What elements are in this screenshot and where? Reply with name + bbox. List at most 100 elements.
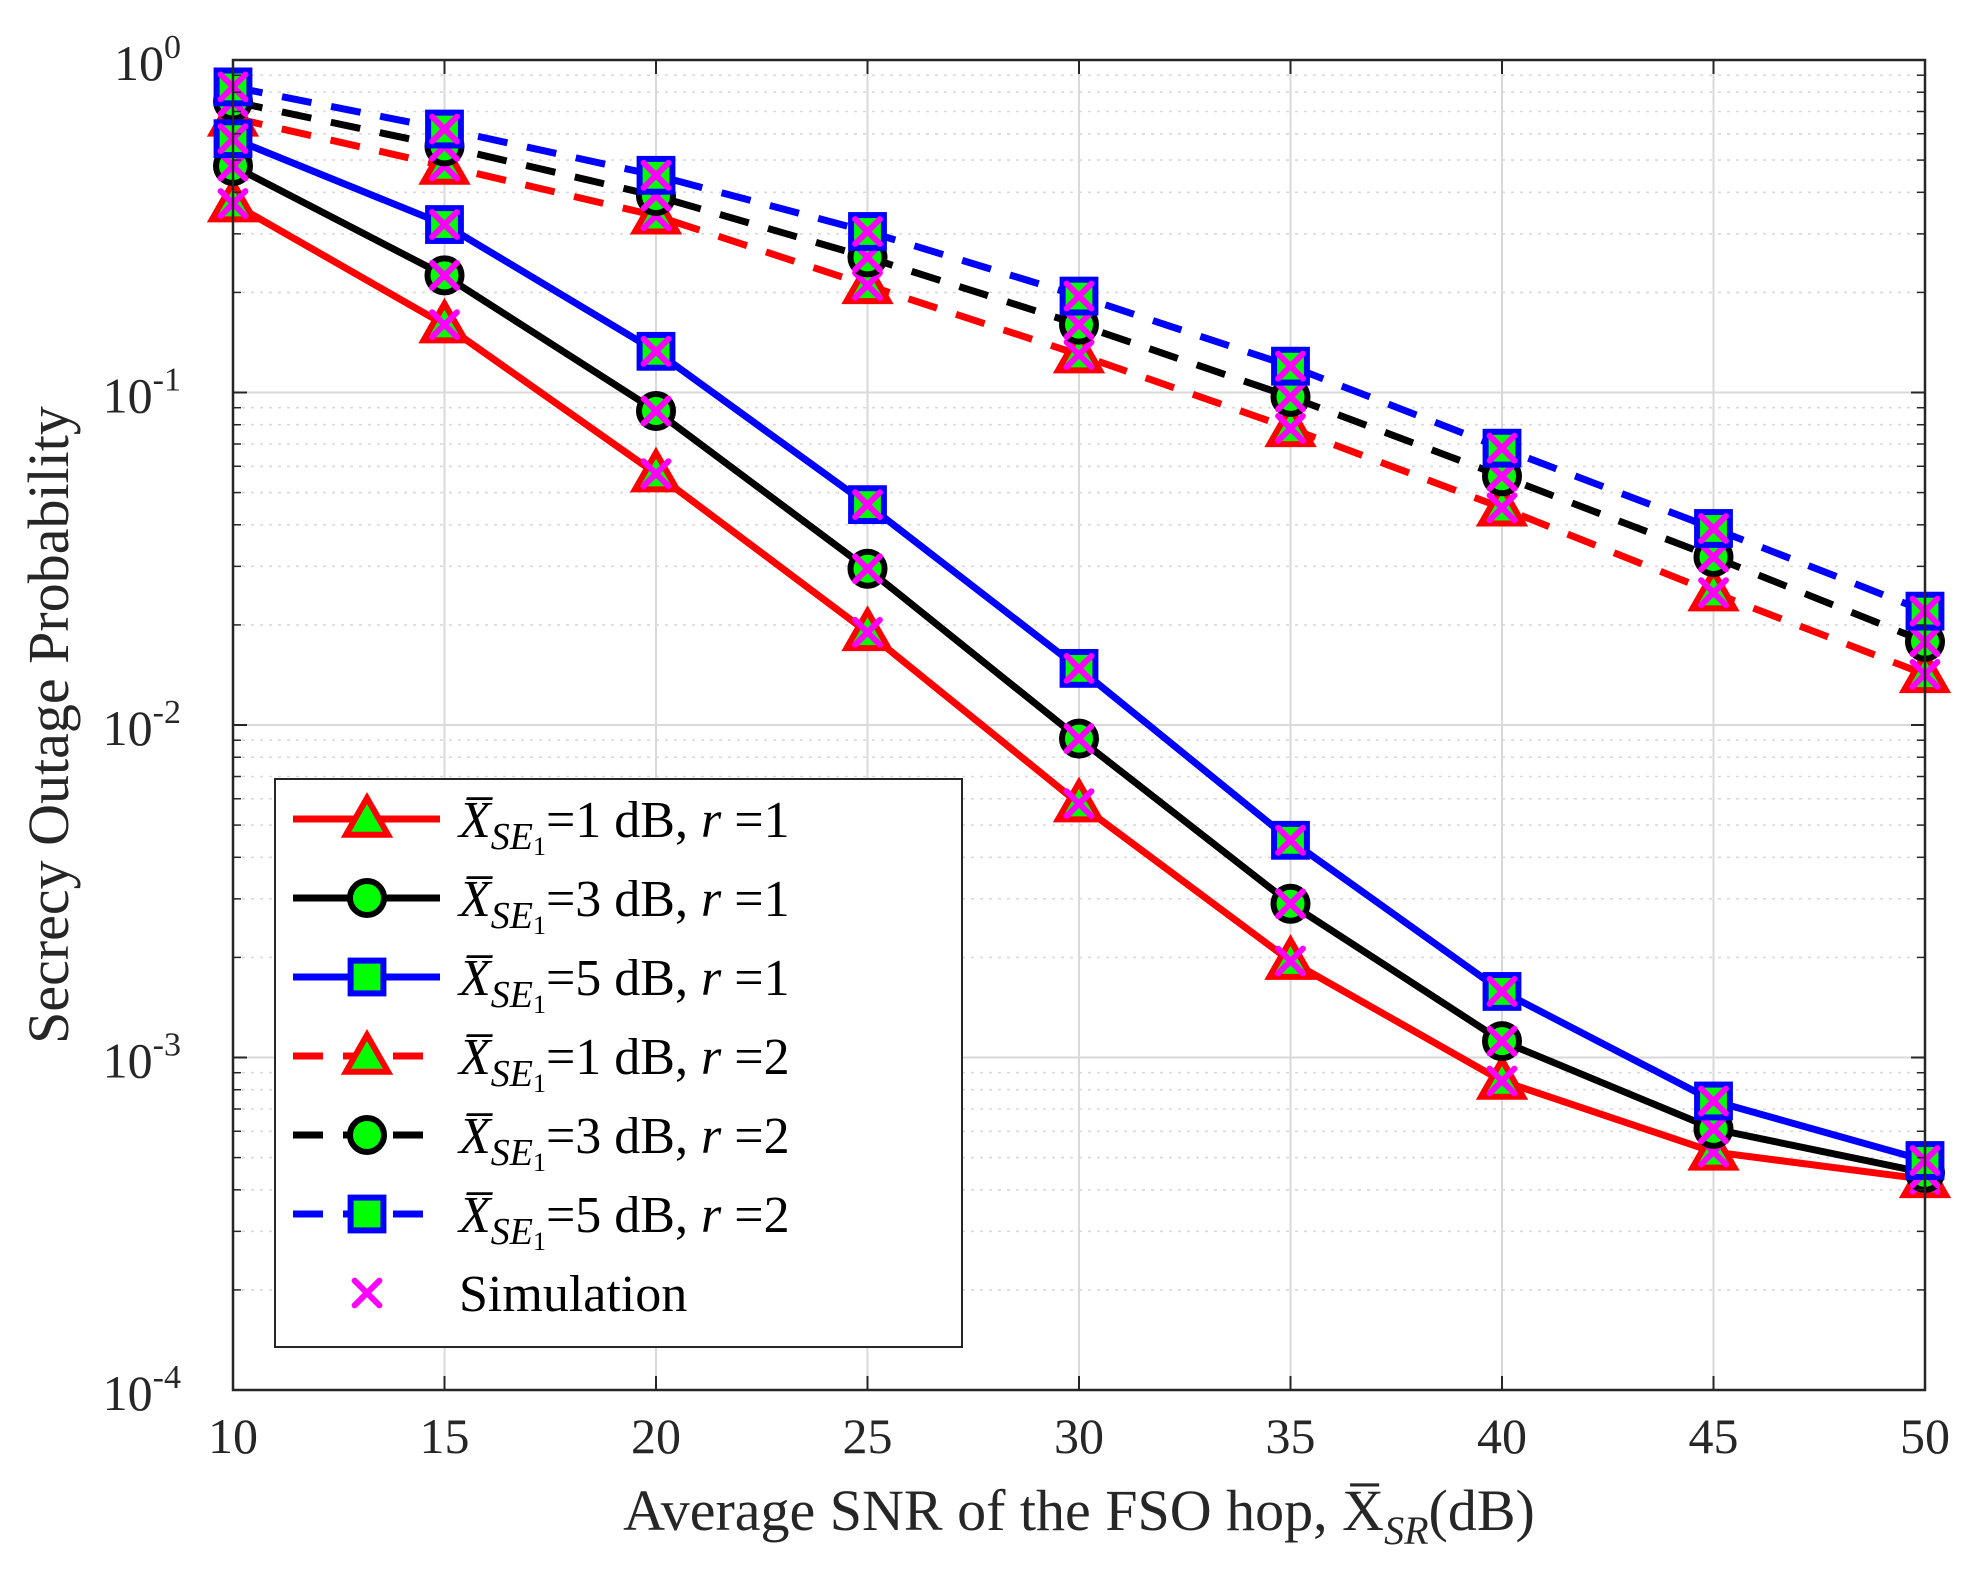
simulation-point bbox=[1275, 888, 1306, 920]
simulation-point bbox=[429, 309, 460, 341]
simulation-point bbox=[1063, 723, 1095, 755]
simulation-point bbox=[429, 209, 460, 240]
y-tick-label: 100 bbox=[114, 29, 181, 91]
x-tick-label: 45 bbox=[1689, 1408, 1739, 1464]
series-group bbox=[206, 67, 1952, 1199]
simulation-x-stroke bbox=[1275, 888, 1306, 920]
x-tick-label: 30 bbox=[1054, 1408, 1104, 1464]
simulation-point bbox=[852, 269, 883, 301]
legend-item-4: X̅SE1=1 dB, r =2 bbox=[293, 1028, 790, 1098]
simulation-x-stroke bbox=[640, 159, 672, 191]
simulation-x-stroke bbox=[429, 259, 460, 291]
legend-item-5: X̅SE1=3 dB, r =2 bbox=[293, 1108, 790, 1177]
simulation-x-stroke bbox=[1486, 492, 1518, 524]
legend-item-1: X̅SE1=1 dB, r =1 bbox=[293, 791, 790, 861]
legend-marker-circle bbox=[347, 878, 387, 918]
simulation-x-stroke bbox=[1698, 1085, 1729, 1117]
x-tick-label: 25 bbox=[843, 1408, 893, 1464]
x-tick-label: 10 bbox=[208, 1408, 258, 1464]
simulation-x-stroke bbox=[1275, 412, 1306, 444]
legend-item-6: X̅SE1=5 dB, r =2 bbox=[293, 1187, 790, 1256]
simulation-x-stroke bbox=[429, 113, 460, 145]
simulation-x-stroke bbox=[1063, 339, 1095, 371]
y-axis-label: Secrecy Outage Probability bbox=[16, 406, 81, 1044]
simulation-point bbox=[1275, 381, 1306, 413]
simulation-x-stroke bbox=[1486, 976, 1518, 1007]
legend: X̅SE1=1 dB, r =1 X̅SE1=3 dB, r =1 X̅SE1=5 … bbox=[274, 778, 963, 1348]
simulation-x-stroke bbox=[1486, 1065, 1518, 1097]
legend-item-3: X̅SE1=5 dB, r =1 bbox=[293, 950, 790, 1019]
legend-marker-triangle bbox=[340, 1028, 394, 1075]
simulation-point bbox=[1698, 577, 1729, 609]
simulation-point bbox=[640, 458, 672, 490]
simulation-x-stroke bbox=[1063, 723, 1095, 755]
simulation-point bbox=[1275, 824, 1306, 856]
simulation-x-stroke bbox=[1275, 350, 1306, 382]
simulation-x-stroke bbox=[852, 553, 883, 585]
legend-item-2: X̅SE1=3 dB, r =1 bbox=[293, 871, 790, 940]
legend-box bbox=[274, 778, 963, 1348]
simulation-point bbox=[1063, 652, 1095, 684]
simulation-x-stroke bbox=[640, 335, 672, 367]
simulation-x-stroke bbox=[1275, 381, 1306, 413]
simulation-point bbox=[1063, 788, 1095, 820]
series-2 bbox=[213, 145, 1945, 1193]
simulation-x-stroke bbox=[1486, 460, 1518, 492]
simulation-x-stroke bbox=[1698, 541, 1729, 573]
x-tick-label: 35 bbox=[1266, 1408, 1316, 1464]
simulation-point bbox=[1486, 976, 1518, 1007]
simulation-point bbox=[852, 216, 883, 247]
simulation-point bbox=[640, 395, 672, 427]
legend-label: X̅SE1=5 dB, r =2 bbox=[457, 1187, 790, 1256]
legend-label: X̅SE1=1 dB, r =2 bbox=[457, 1029, 790, 1098]
simulation-point bbox=[640, 159, 672, 191]
simulation-point bbox=[1063, 280, 1095, 312]
simulation-point bbox=[1698, 1085, 1729, 1117]
simulation-point bbox=[1698, 541, 1729, 573]
x-axis-label-suffix: (dB) bbox=[1429, 1478, 1535, 1543]
y-tick-label: 10-1 bbox=[103, 362, 181, 424]
simulation-point bbox=[1275, 945, 1306, 977]
legend-label: X̅SE1=5 dB, r =1 bbox=[457, 950, 790, 1019]
simulation-point bbox=[852, 489, 883, 521]
x-axis-label-sub: SR bbox=[1384, 1508, 1428, 1553]
legend-marker-triangle bbox=[340, 791, 394, 838]
legend-item-7: Simulation bbox=[351, 1266, 687, 1323]
simulation-x-stroke bbox=[351, 1277, 383, 1309]
legend-marker-circle bbox=[347, 1115, 387, 1155]
x-axis-label: Average SNR of the FSO hop, X̅SR(dB) bbox=[623, 1478, 1535, 1553]
simulation-x-stroke bbox=[1698, 577, 1729, 609]
legend-marker-simulation bbox=[351, 1277, 383, 1309]
y-tick-label: 10-4 bbox=[103, 1359, 181, 1421]
simulation-point bbox=[1486, 1065, 1518, 1097]
y-tick-label: 10-2 bbox=[103, 694, 181, 756]
simulation-point bbox=[1063, 309, 1095, 341]
x-tick-label: 50 bbox=[1900, 1408, 1950, 1464]
series-6 bbox=[213, 67, 1945, 631]
axis-ticks: 10 15 20 25 30 35 40 45 50 100 10-1 10-2 10-3 10-4 bbox=[103, 29, 1950, 1464]
series-3 bbox=[213, 119, 1945, 1180]
simulation-point bbox=[1275, 350, 1306, 382]
simulation-point bbox=[429, 113, 460, 145]
simulation-point bbox=[1486, 1025, 1518, 1057]
simulation-point bbox=[640, 335, 672, 367]
simulation-point bbox=[1698, 513, 1729, 544]
simulation-point bbox=[1063, 339, 1095, 371]
simulation-point bbox=[1486, 432, 1518, 464]
legend-label: X̅SE1=1 dB, r =1 bbox=[457, 792, 790, 861]
simulation-x-stroke bbox=[852, 269, 883, 301]
simulation-x-stroke bbox=[1275, 945, 1306, 977]
simulation-x-stroke bbox=[429, 209, 460, 240]
simulation-x-stroke bbox=[429, 309, 460, 341]
simulation-x-stroke bbox=[1063, 652, 1095, 684]
x-axis-label-main: Average SNR of the FSO hop, X̅ bbox=[623, 1478, 1384, 1543]
legend-label: X̅SE1=3 dB, r =2 bbox=[457, 1108, 790, 1177]
legend-label: Simulation bbox=[459, 1266, 687, 1323]
simulation-point bbox=[852, 553, 883, 585]
simulation-x-stroke bbox=[1698, 1113, 1729, 1145]
legend-label: X̅SE1=3 dB, r =1 bbox=[457, 871, 790, 940]
y-tick-label: 10-3 bbox=[103, 1027, 181, 1089]
simulation-x-stroke bbox=[1486, 1025, 1518, 1057]
simulation-x-stroke bbox=[1486, 432, 1518, 464]
